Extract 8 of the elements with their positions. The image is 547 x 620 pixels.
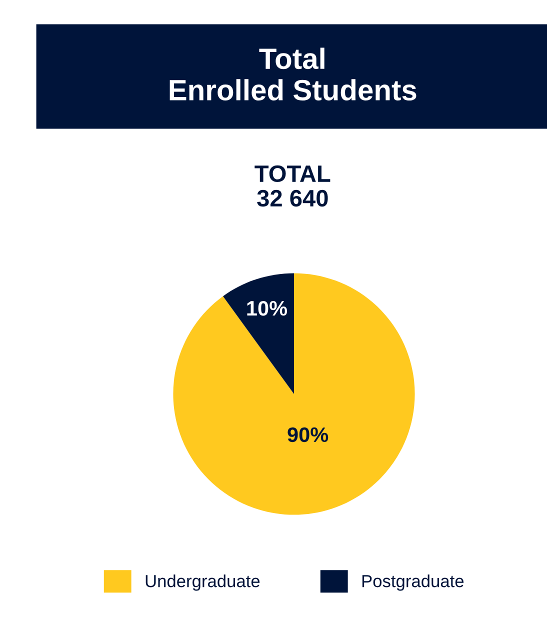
pie-slice: [222, 273, 294, 394]
chart-subtitle: TOTAL 32 640: [254, 165, 330, 207]
data-label: 10%: [247, 300, 288, 316]
data-label: 90%: [288, 427, 328, 442]
legend-label: Postgraduate: [362, 574, 464, 591]
chart-title: Total Enrolled Students: [170, 48, 416, 101]
pie-slice: [173, 273, 415, 515]
legend-label: Undergraduate: [146, 574, 260, 591]
